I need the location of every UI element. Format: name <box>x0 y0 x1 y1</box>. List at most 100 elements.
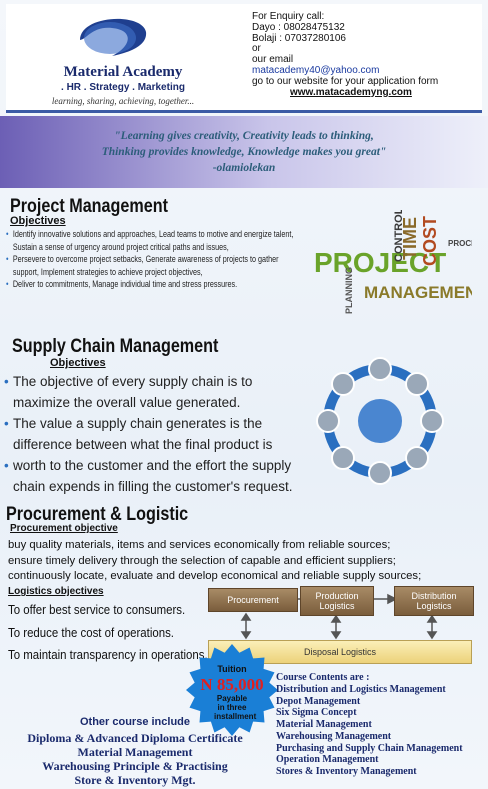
bullet-dot: • <box>6 229 9 240</box>
cloud-word: CONTROL <box>393 210 405 262</box>
item: Material Management <box>276 719 463 731</box>
text: The objective of every supply chain is t… <box>13 374 253 410</box>
text: Deliver to commitments, Manage individua… <box>12 279 238 291</box>
cloud-word: COST <box>420 216 440 266</box>
academy-name: Material Academy <box>63 64 183 80</box>
text: For Enquiry call: <box>252 11 325 22</box>
text: www.matacademyng.com <box>290 86 412 98</box>
other-heading: Other course include <box>79 716 191 728</box>
text: Warehousing Principle & Practising <box>42 759 228 773</box>
starburst <box>186 644 278 736</box>
section-title: Project Management <box>10 196 168 217</box>
bullets: • Identify innovative solutions and appro… <box>6 229 302 292</box>
item: Depot Management <box>276 696 463 708</box>
tagline: . HR . Strategy . Marketing <box>61 82 185 93</box>
text: our email <box>252 54 294 66</box>
item: Six Sigma Concept <box>276 707 463 719</box>
bullet-dot: • <box>4 458 9 473</box>
cloud-word: TIME <box>400 217 420 260</box>
cloud-word: PLANNING <box>344 267 354 314</box>
quote-line: "Learning gives creativity, Creativity l… <box>0 128 488 144</box>
text: Distribution and Logistics Management <box>276 684 446 695</box>
enquiry-line: www.matacademyng.com <box>252 86 438 99</box>
logo <box>80 18 147 56</box>
text: Persevere to overcome project setbacks, … <box>12 254 279 278</box>
cloud-word: PROJECT <box>314 247 446 278</box>
enquiry-line: matacademy40@yahoo.com <box>252 64 438 77</box>
flow-box: Procurement <box>208 588 298 612</box>
quote-band <box>0 116 488 188</box>
section-title: Procurement & Logistic <box>6 504 189 525</box>
text: matacademy40@yahoo.com <box>252 64 380 76</box>
text: Bolaji : 07037280106 <box>252 32 346 44</box>
cloud-word: PROCESS <box>448 239 472 248</box>
line: To offer best service to consumers. <box>8 599 208 622</box>
bullet: • Persevere to overcome project setbacks,… <box>6 254 302 279</box>
item: Material Management <box>0 745 270 759</box>
flow-box: Distribution Logistics <box>394 586 474 616</box>
text: "Learning gives creativity, Creativity l… <box>114 130 374 142</box>
section-title: Supply Chain Management <box>12 336 219 357</box>
tuition-amount: N 85,000 <box>200 675 264 694</box>
item: Warehousing Principle & Practising <box>0 759 270 773</box>
bullet-dot: • <box>6 254 9 266</box>
bullet-dot: • <box>4 416 9 431</box>
text: or <box>252 43 261 55</box>
text: The value a supply chain generates is th… <box>13 416 273 452</box>
text: worth to the customer and the effort the… <box>13 458 293 494</box>
contents-heading: Course Contents are : <box>276 672 370 683</box>
bullet-dot: • <box>6 279 9 291</box>
item: Purchasing and Supply Chain Management <box>276 743 463 755</box>
logistics-lines: To offer best service to consumers. To re… <box>8 599 208 667</box>
item: Diploma & Advanced Diploma Certificate <box>0 731 270 745</box>
text: Dayo : 08028475132 <box>252 21 345 33</box>
line: buy quality materials, items and service… <box>8 538 421 554</box>
text: To reduce the cost of operations. <box>8 624 174 640</box>
text: Material Management <box>276 719 372 731</box>
enquiry-line: Bolaji : 07037280106 <box>252 32 438 45</box>
procurement-lines: buy quality materials, items and service… <box>8 538 421 585</box>
logistics-heading: Logistics objectives <box>8 586 104 597</box>
enquiry-line: our email <box>252 54 438 66</box>
enquiry-line: Dayo : 08028475132 <box>252 21 438 34</box>
motto: learning, sharing, achieving, together..… <box>51 96 195 106</box>
section-subtitle: Objectives <box>10 215 66 227</box>
tuition-label: Tuition <box>217 664 247 674</box>
line: continuously locate, evaluate and develo… <box>8 569 421 585</box>
quote-line: Thinking provides knowledge, Knowledge m… <box>0 144 488 160</box>
text: go to our website for your application f… <box>252 75 439 87</box>
text: Thinking provides knowledge, Knowledge m… <box>101 146 387 158</box>
bullet: • worth to the customer and the effort th… <box>4 455 294 497</box>
text: Stores & Inventory Management <box>276 765 417 777</box>
item: Distribution and Logistics Management <box>276 684 463 696</box>
text: Material Management <box>77 745 193 759</box>
text: buy quality materials, items and service… <box>8 539 391 551</box>
line: To reduce the cost of operations. <box>8 622 208 645</box>
flow-box: Production Logistics <box>300 586 374 616</box>
text: Warehousing Management <box>276 730 392 742</box>
cycle-diagram <box>316 357 444 485</box>
text: Purchasing and Supply Chain Management <box>276 742 463 754</box>
text: Identify innovative solutions and approa… <box>12 229 294 253</box>
bullet: • The value a supply chain generates is t… <box>4 413 294 455</box>
bullet: • Deliver to commitments, Manage individu… <box>6 279 302 292</box>
other-items: Diploma & Advanced Diploma Certificate Ma… <box>0 731 270 787</box>
line: To maintain transparency in operations. <box>8 644 208 667</box>
bullets: • The objective of every supply chain is … <box>4 371 294 497</box>
section-subtitle: Procurement objective <box>10 523 118 534</box>
tuition-note: Payable in three installment <box>214 694 257 721</box>
item: Store & Inventory Mgt. <box>0 773 270 787</box>
text: Depot Management <box>276 695 361 707</box>
enquiry-line: For Enquiry call: <box>252 11 438 23</box>
item: Warehousing Management <box>276 731 463 743</box>
text: Operation Management <box>276 754 379 766</box>
quote-author: -olamiolekan <box>212 162 276 174</box>
contents-items: Distribution and Logistics Management Dep… <box>276 684 463 778</box>
text: To maintain transparency in operations. <box>8 647 208 662</box>
quote: "Learning gives creativity, Creativity l… <box>0 128 488 176</box>
bullet: • Identify innovative solutions and appro… <box>6 229 302 254</box>
bullet-dot: • <box>4 374 9 389</box>
text: continuously locate, evaluate and develo… <box>8 570 422 582</box>
